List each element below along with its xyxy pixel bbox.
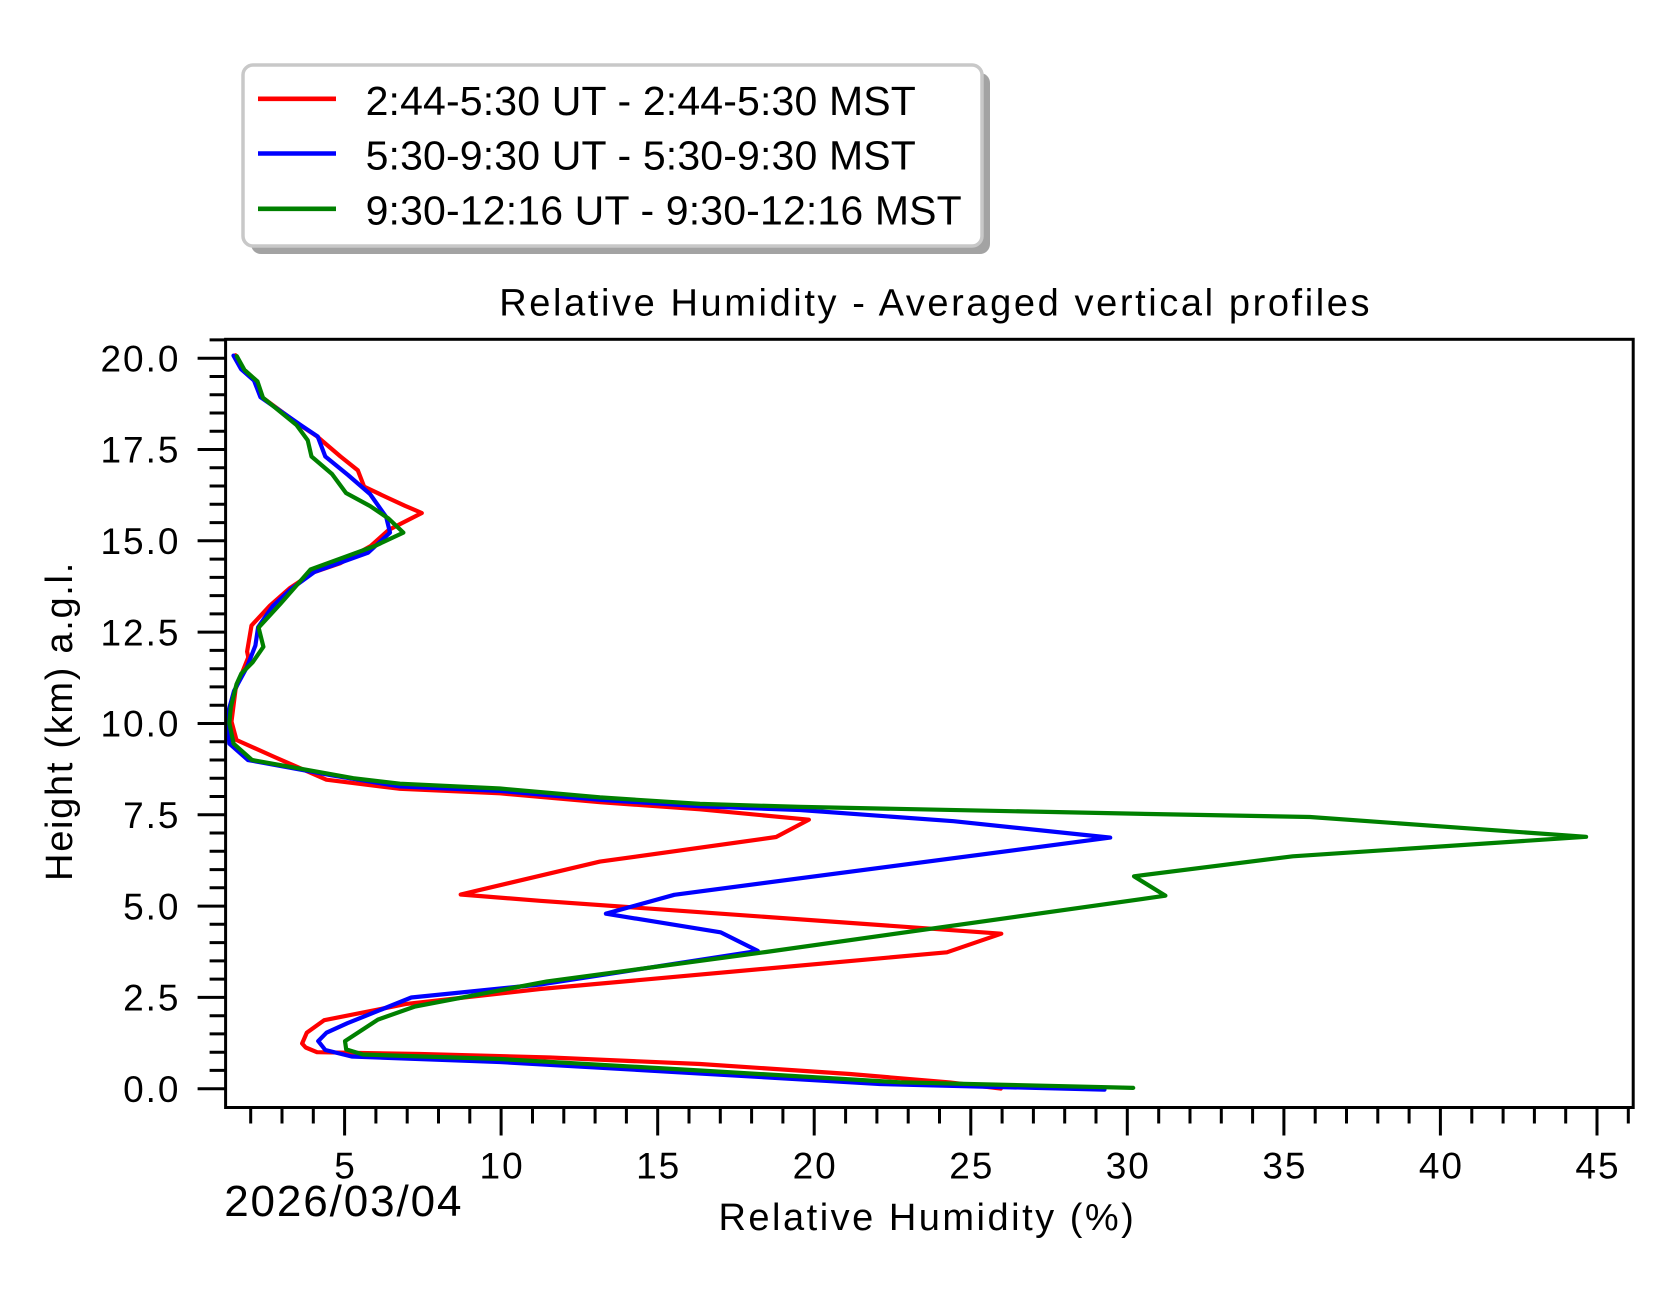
svg-text:10: 10 [480,1146,525,1187]
svg-text:17.5: 17.5 [100,430,180,471]
svg-text:20.0: 20.0 [100,338,180,379]
svg-text:25: 25 [949,1146,994,1187]
svg-text:Height (km) a.g.l.: Height (km) a.g.l. [39,561,81,881]
svg-text:9:30-12:16 UT - 9:30-12:16 MST: 9:30-12:16 UT - 9:30-12:16 MST [366,187,962,233]
svg-text:10.0: 10.0 [100,704,180,745]
svg-text:5: 5 [334,1146,357,1187]
svg-text:35: 35 [1262,1146,1307,1187]
svg-text:5.0: 5.0 [123,886,180,927]
svg-text:2026/03/04: 2026/03/04 [224,1177,463,1226]
svg-text:2.5: 2.5 [123,978,180,1019]
svg-text:30: 30 [1106,1146,1151,1187]
svg-text:45: 45 [1575,1146,1620,1187]
svg-text:Relative Humidity (%): Relative Humidity (%) [718,1197,1136,1239]
svg-text:2:44-5:30 UT - 2:44-5:30 MST: 2:44-5:30 UT - 2:44-5:30 MST [366,78,916,124]
svg-text:5:30-9:30 UT - 5:30-9:30 MST: 5:30-9:30 UT - 5:30-9:30 MST [366,133,916,179]
svg-text:12.5: 12.5 [100,612,180,653]
svg-text:40: 40 [1419,1146,1464,1187]
svg-text:15: 15 [636,1146,681,1187]
svg-text:20: 20 [793,1146,838,1187]
svg-text:15.0: 15.0 [100,521,180,562]
svg-text:Relative Humidity - Averaged v: Relative Humidity - Averaged vertical pr… [499,283,1372,325]
svg-text:7.5: 7.5 [123,795,180,836]
svg-text:0.0: 0.0 [123,1069,180,1110]
